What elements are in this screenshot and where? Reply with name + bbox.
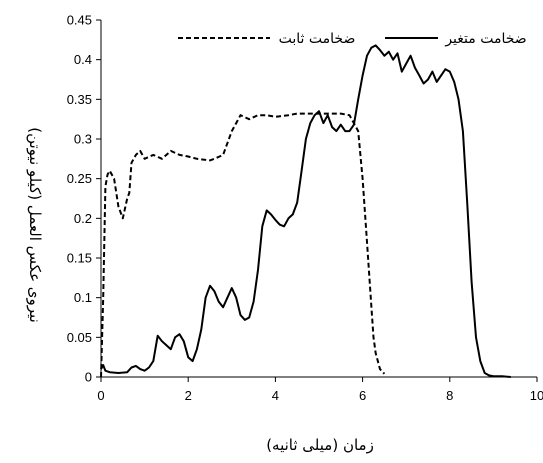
legend-dashed-label: ضخامت ثابت bbox=[279, 31, 356, 47]
series-dashed-line bbox=[100, 112, 386, 378]
x-tick-label: 4 bbox=[272, 388, 279, 403]
y-tick-label: 0.15 bbox=[67, 251, 92, 266]
y-tick-label: 0.25 bbox=[67, 171, 92, 186]
y-tick-label: 0.4 bbox=[74, 52, 92, 67]
y-axis-title: نیروی عکس العمل (کیلو نیوتن) bbox=[26, 127, 44, 323]
x-axis-title: زمان (میلی ثانیه) bbox=[266, 436, 374, 454]
x-tick-label: 10 bbox=[530, 388, 543, 403]
y-tick-label: 0.05 bbox=[67, 330, 92, 345]
y-tick-label: 0 bbox=[85, 370, 92, 385]
x-tick-label: 8 bbox=[446, 388, 453, 403]
x-tick-label: 0 bbox=[97, 388, 104, 403]
legend-solid-label: ضخامت متغیر bbox=[444, 31, 526, 47]
legend: ضخامت متغیر ضخامت ثابت bbox=[178, 31, 527, 47]
axes bbox=[96, 19, 538, 382]
tick-labels: 0 0.05 0.1 0.15 0.2 0.25 0.3 0.35 0.4 0.45 0 2 4 6 8 10 bbox=[67, 13, 543, 404]
y-tick-label: 0.45 bbox=[67, 13, 92, 28]
y-tick-label: 0.1 bbox=[74, 290, 92, 305]
series-solid-line bbox=[100, 44, 511, 378]
x-tick-label: 6 bbox=[359, 388, 366, 403]
y-tick-label: 0.2 bbox=[74, 211, 92, 226]
plot-lines bbox=[100, 44, 511, 378]
y-tick-label: 0.3 bbox=[74, 132, 92, 147]
x-tick-label: 2 bbox=[185, 388, 192, 403]
y-tick-label: 0.35 bbox=[67, 92, 92, 107]
